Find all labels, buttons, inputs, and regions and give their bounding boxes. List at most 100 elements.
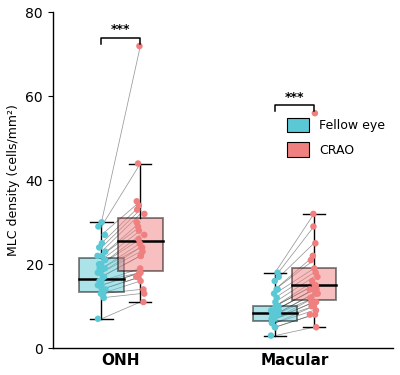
Point bbox=[274, 295, 280, 301]
Point bbox=[275, 312, 281, 318]
Point bbox=[274, 286, 280, 292]
Point bbox=[314, 274, 320, 280]
Point bbox=[99, 240, 105, 246]
Point bbox=[141, 291, 148, 297]
Point bbox=[270, 316, 276, 322]
Point bbox=[96, 278, 103, 284]
Point bbox=[274, 286, 281, 292]
Point bbox=[274, 308, 280, 314]
Point bbox=[133, 274, 140, 280]
Text: ***: *** bbox=[285, 90, 304, 104]
Point bbox=[139, 244, 145, 250]
Point bbox=[308, 303, 315, 309]
Point bbox=[95, 316, 101, 322]
Point bbox=[314, 291, 321, 297]
Y-axis label: MLC density (cells/mm²): MLC density (cells/mm²) bbox=[7, 104, 20, 256]
Point bbox=[313, 286, 320, 292]
Point bbox=[312, 110, 318, 116]
Point bbox=[268, 333, 274, 339]
Point bbox=[274, 270, 281, 276]
Point bbox=[137, 278, 144, 284]
FancyBboxPatch shape bbox=[292, 268, 336, 300]
Point bbox=[102, 257, 108, 263]
Point bbox=[98, 278, 105, 284]
Point bbox=[141, 232, 148, 238]
Point bbox=[96, 261, 102, 267]
Point bbox=[137, 270, 144, 276]
Point bbox=[100, 295, 107, 301]
Point bbox=[269, 320, 275, 326]
Point bbox=[134, 198, 140, 204]
Point bbox=[140, 299, 147, 305]
Point bbox=[138, 253, 144, 259]
FancyBboxPatch shape bbox=[79, 258, 124, 291]
Point bbox=[96, 266, 103, 272]
Point bbox=[98, 291, 104, 297]
Point bbox=[102, 266, 108, 272]
Point bbox=[270, 312, 277, 318]
Point bbox=[100, 274, 106, 280]
Point bbox=[272, 278, 278, 284]
Point bbox=[134, 207, 140, 213]
Point bbox=[276, 308, 282, 314]
Point bbox=[136, 270, 143, 276]
Point bbox=[271, 291, 277, 297]
Point bbox=[273, 303, 280, 309]
Point bbox=[306, 286, 313, 292]
Point bbox=[307, 312, 313, 318]
Point bbox=[272, 324, 278, 330]
Point bbox=[98, 219, 105, 225]
Text: ***: *** bbox=[111, 23, 131, 36]
Point bbox=[312, 291, 319, 297]
Point bbox=[135, 236, 142, 242]
Point bbox=[97, 270, 104, 276]
Point bbox=[102, 232, 108, 238]
Point bbox=[138, 253, 144, 259]
Point bbox=[311, 286, 317, 292]
Point bbox=[135, 274, 141, 280]
Point bbox=[136, 228, 142, 234]
Point bbox=[275, 303, 282, 309]
Point bbox=[312, 312, 318, 318]
Point bbox=[95, 270, 101, 276]
Point bbox=[141, 211, 148, 217]
Point bbox=[138, 244, 144, 250]
Point bbox=[95, 224, 102, 230]
Point bbox=[140, 286, 147, 292]
Point bbox=[136, 43, 143, 49]
Point bbox=[102, 249, 108, 255]
Point bbox=[98, 282, 105, 288]
Point bbox=[312, 270, 319, 276]
Point bbox=[136, 240, 143, 246]
Point bbox=[308, 257, 314, 263]
Point bbox=[270, 316, 276, 322]
FancyBboxPatch shape bbox=[118, 218, 162, 270]
Point bbox=[135, 160, 141, 166]
Point bbox=[136, 270, 143, 276]
Point bbox=[312, 240, 318, 246]
Point bbox=[310, 224, 317, 230]
Point bbox=[313, 308, 319, 314]
Point bbox=[276, 274, 282, 280]
Point bbox=[313, 324, 319, 330]
Point bbox=[313, 299, 319, 305]
Point bbox=[311, 266, 318, 272]
Point bbox=[308, 299, 314, 305]
Point bbox=[139, 249, 146, 255]
Point bbox=[136, 202, 142, 208]
Point bbox=[272, 303, 279, 309]
Point bbox=[98, 261, 104, 267]
Point bbox=[95, 282, 101, 288]
Point bbox=[269, 320, 275, 326]
Point bbox=[99, 253, 106, 259]
Point bbox=[102, 286, 109, 292]
Point bbox=[94, 253, 101, 259]
FancyBboxPatch shape bbox=[253, 306, 297, 321]
Point bbox=[98, 286, 105, 292]
Point bbox=[307, 295, 314, 301]
Point bbox=[310, 253, 316, 259]
Point bbox=[272, 324, 278, 330]
Point bbox=[268, 316, 275, 322]
Point bbox=[101, 274, 107, 280]
Point bbox=[312, 282, 319, 288]
